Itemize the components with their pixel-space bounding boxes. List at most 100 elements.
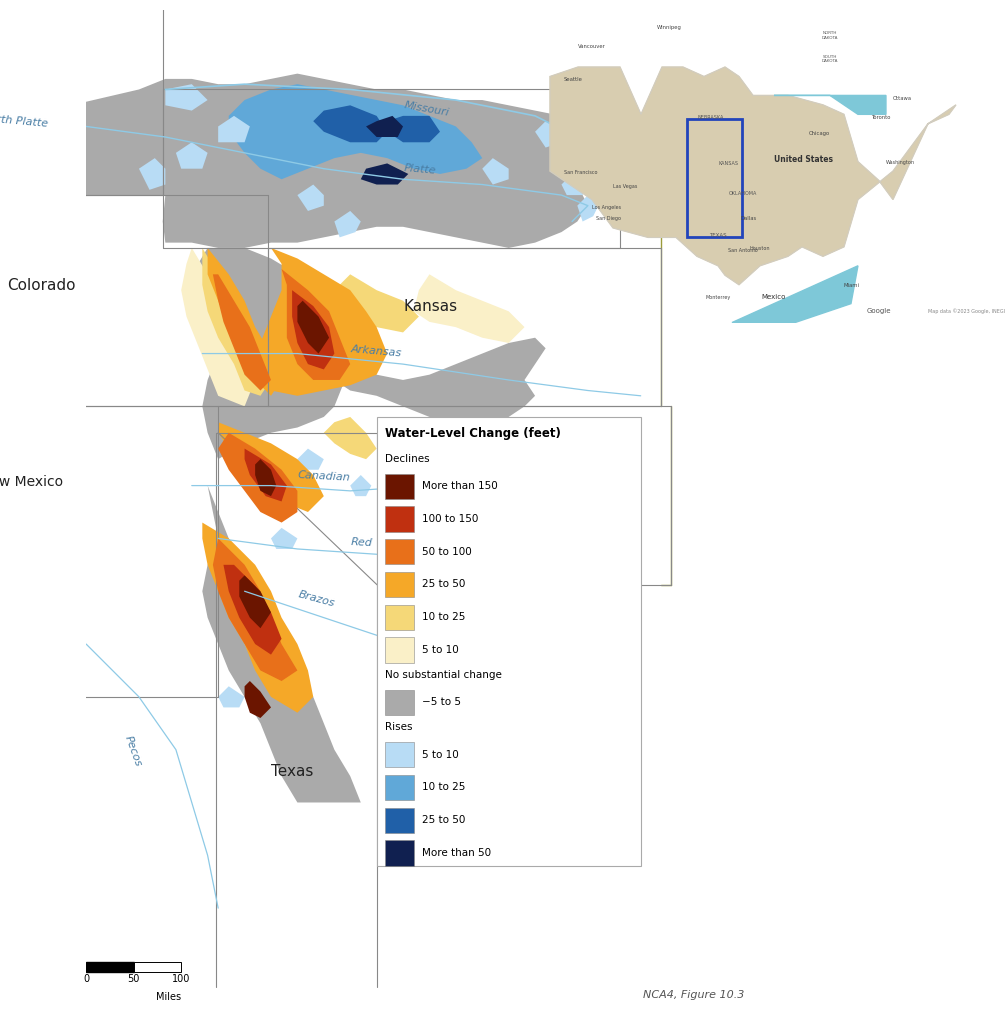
Text: Los Angeles: Los Angeles	[592, 205, 621, 210]
Polygon shape	[165, 84, 207, 111]
Text: Vancouver: Vancouver	[578, 44, 606, 49]
Text: Pecos: Pecos	[123, 734, 144, 768]
Polygon shape	[550, 67, 956, 285]
Polygon shape	[181, 248, 256, 407]
Bar	[134, 962, 181, 972]
Text: United States: United States	[774, 155, 833, 164]
Polygon shape	[207, 248, 282, 396]
Polygon shape	[561, 174, 588, 196]
Text: Red: Red	[350, 538, 372, 548]
Polygon shape	[350, 475, 371, 497]
Bar	[384, 473, 413, 499]
Text: Declines: Declines	[384, 454, 430, 464]
Polygon shape	[577, 196, 599, 221]
Text: 25 to 50: 25 to 50	[422, 580, 465, 590]
Text: NORTH
DAKOTA: NORTH DAKOTA	[822, 31, 838, 40]
Text: No substantial change: No substantial change	[384, 670, 501, 680]
Text: Rises: Rises	[384, 722, 412, 732]
Polygon shape	[413, 274, 524, 343]
Text: 10 to 25: 10 to 25	[422, 782, 465, 793]
Polygon shape	[387, 116, 440, 142]
Text: Mexico: Mexico	[762, 294, 786, 300]
Text: NCA4, Figure 10.3: NCA4, Figure 10.3	[643, 990, 744, 1000]
Text: 50 to 100: 50 to 100	[422, 547, 471, 557]
Text: Google: Google	[867, 308, 891, 314]
Polygon shape	[244, 634, 271, 654]
Text: Winnipeg: Winnipeg	[657, 26, 681, 30]
Bar	[384, 637, 413, 663]
Text: Canadian: Canadian	[298, 470, 350, 482]
Text: Monterrey: Monterrey	[705, 295, 730, 300]
Polygon shape	[313, 105, 387, 142]
Bar	[87, 962, 134, 972]
Polygon shape	[218, 116, 249, 142]
Polygon shape	[0, 42, 599, 248]
Polygon shape	[334, 211, 361, 238]
Text: 0: 0	[83, 974, 90, 984]
Polygon shape	[334, 338, 545, 427]
Bar	[384, 604, 413, 630]
Text: 25 to 50: 25 to 50	[422, 815, 465, 825]
Text: San Diego: San Diego	[596, 216, 621, 221]
Polygon shape	[202, 522, 313, 713]
Text: 100 to 150: 100 to 150	[422, 514, 478, 524]
Bar	[376, 417, 641, 866]
Text: Washington: Washington	[886, 160, 915, 165]
Text: San Antonio: San Antonio	[728, 248, 759, 253]
Text: Dallas: Dallas	[740, 216, 757, 221]
Text: Seattle: Seattle	[564, 77, 582, 82]
Bar	[384, 742, 413, 767]
Text: Colorado: Colorado	[7, 279, 75, 293]
Text: More than 50: More than 50	[422, 848, 491, 858]
Bar	[384, 841, 413, 865]
Text: Water-Level Change (feet): Water-Level Change (feet)	[384, 427, 560, 440]
Text: Miles: Miles	[156, 991, 181, 1001]
Text: NEBRASKA: NEBRASKA	[698, 115, 724, 120]
Polygon shape	[334, 274, 418, 333]
Text: Texas: Texas	[271, 764, 313, 779]
Polygon shape	[192, 248, 361, 803]
Polygon shape	[223, 565, 282, 654]
Polygon shape	[202, 248, 271, 396]
Text: 10 to 25: 10 to 25	[422, 612, 465, 623]
Text: SOUTH
DAKOTA: SOUTH DAKOTA	[822, 54, 838, 63]
Polygon shape	[176, 142, 207, 169]
Polygon shape	[213, 274, 271, 390]
Text: Map data ©2023 Google, INEGI: Map data ©2023 Google, INEGI	[928, 308, 1005, 314]
Polygon shape	[139, 158, 165, 189]
Text: Toronto: Toronto	[872, 115, 891, 120]
Bar	[384, 539, 413, 564]
Polygon shape	[774, 95, 886, 115]
Polygon shape	[366, 116, 403, 137]
Text: Platte: Platte	[403, 163, 437, 176]
Text: Ottawa: Ottawa	[893, 96, 912, 101]
Polygon shape	[535, 121, 561, 147]
Text: KANSAS: KANSAS	[718, 161, 738, 166]
Bar	[384, 690, 413, 715]
Text: Kansas: Kansas	[403, 299, 457, 314]
Bar	[384, 506, 413, 531]
Text: −5 to 5: −5 to 5	[422, 697, 461, 708]
Text: OKLAHOMA: OKLAHOMA	[728, 190, 757, 196]
Bar	[384, 571, 413, 597]
Polygon shape	[298, 184, 324, 211]
Polygon shape	[732, 266, 858, 323]
Polygon shape	[0, 105, 17, 126]
Polygon shape	[298, 301, 329, 353]
Text: Miami: Miami	[844, 283, 860, 288]
Text: Missouri: Missouri	[403, 100, 450, 118]
Polygon shape	[244, 449, 287, 502]
Bar	[686, 119, 742, 238]
Polygon shape	[218, 686, 244, 708]
Text: TEXAS: TEXAS	[709, 233, 726, 239]
Polygon shape	[244, 681, 271, 718]
Text: Houston: Houston	[749, 246, 770, 251]
Text: 100: 100	[172, 974, 190, 984]
Text: San Francisco: San Francisco	[564, 170, 598, 175]
Text: Brazos: Brazos	[298, 590, 336, 609]
Polygon shape	[292, 290, 334, 370]
Text: Oklahoma: Oklahoma	[456, 473, 533, 488]
Text: 50: 50	[128, 974, 140, 984]
Text: Arkansas: Arkansas	[350, 344, 401, 358]
Text: 5 to 10: 5 to 10	[422, 645, 459, 655]
